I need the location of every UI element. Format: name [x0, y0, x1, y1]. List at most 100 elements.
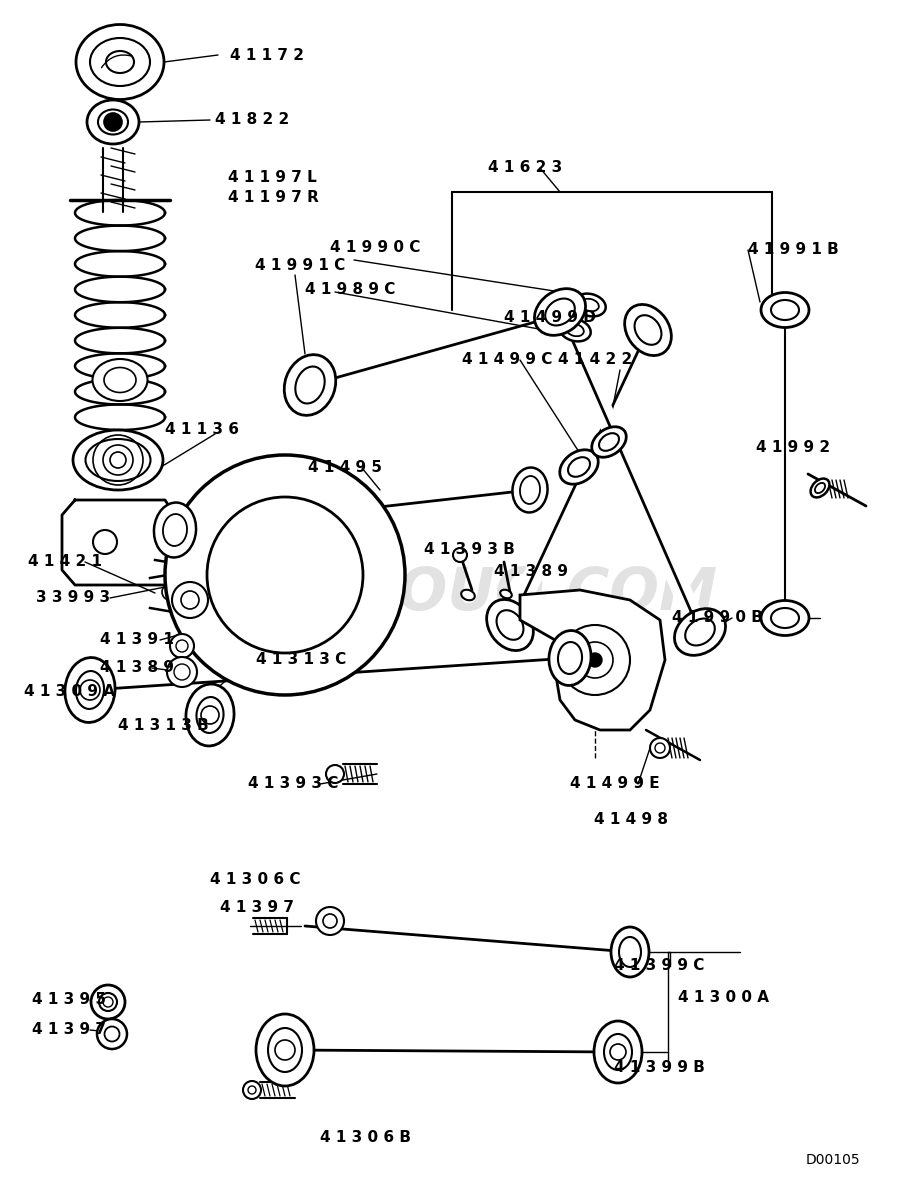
Ellipse shape	[186, 684, 234, 745]
Text: 4 1 3 9 1: 4 1 3 9 1	[100, 633, 174, 647]
Text: 4 1 6 2 3: 4 1 6 2 3	[488, 160, 563, 176]
Ellipse shape	[295, 367, 325, 404]
Ellipse shape	[581, 299, 599, 311]
Ellipse shape	[771, 608, 799, 628]
Ellipse shape	[97, 1018, 127, 1049]
Text: 4 1 9 9 0 B: 4 1 9 9 0 B	[672, 610, 763, 626]
Ellipse shape	[99, 994, 117, 1011]
Ellipse shape	[549, 630, 591, 685]
Ellipse shape	[599, 433, 619, 451]
Text: 4 1 3 9 7: 4 1 3 9 7	[220, 901, 294, 915]
Circle shape	[201, 706, 219, 724]
Circle shape	[610, 1045, 626, 1060]
Text: 4 1 4 9 9 D: 4 1 4 9 9 D	[504, 311, 596, 325]
Text: 4 1 9 9 1 C: 4 1 9 9 1 C	[255, 259, 345, 273]
Text: 4 1 8 2 2: 4 1 8 2 2	[215, 113, 289, 127]
Ellipse shape	[611, 927, 649, 977]
Text: 4 1 3 0 6 C: 4 1 3 0 6 C	[210, 872, 301, 888]
Text: 4 1 3 0 0 A: 4 1 3 0 0 A	[678, 990, 769, 1005]
Ellipse shape	[558, 642, 582, 674]
Ellipse shape	[534, 288, 585, 336]
Text: 4 1 3 0 6 B: 4 1 3 0 6 B	[320, 1130, 411, 1145]
Circle shape	[172, 582, 208, 618]
Text: 4 1 1 3 6: 4 1 1 3 6	[165, 423, 239, 438]
Ellipse shape	[93, 358, 147, 401]
Ellipse shape	[453, 548, 467, 561]
Circle shape	[104, 113, 122, 131]
Text: 4 1 3 9 9 C: 4 1 3 9 9 C	[614, 958, 704, 973]
Text: 4 1 9 9 1 B: 4 1 9 9 1 B	[748, 242, 839, 258]
Ellipse shape	[196, 697, 224, 732]
Text: 4 1 4 9 9 E: 4 1 4 9 9 E	[570, 776, 660, 792]
Ellipse shape	[520, 476, 540, 504]
Text: 4 1 4 2 1: 4 1 4 2 1	[28, 554, 102, 570]
Circle shape	[181, 591, 199, 609]
Ellipse shape	[256, 1014, 314, 1086]
Ellipse shape	[268, 1028, 302, 1072]
Ellipse shape	[91, 985, 125, 1018]
Polygon shape	[520, 590, 665, 730]
Circle shape	[207, 497, 363, 653]
Text: 4 1 3 1 3 B: 4 1 3 1 3 B	[118, 718, 209, 734]
Text: 3 3 9 9 3: 3 3 9 9 3	[36, 590, 110, 605]
Circle shape	[588, 653, 602, 667]
Text: 4 1 1 9 7 L: 4 1 1 9 7 L	[228, 170, 316, 184]
Ellipse shape	[163, 514, 187, 546]
Ellipse shape	[513, 468, 547, 513]
Text: 4 1 9 9 2: 4 1 9 9 2	[756, 440, 830, 456]
Text: 4 1 3 9 7: 4 1 3 9 7	[32, 1022, 106, 1037]
Ellipse shape	[542, 300, 578, 330]
Ellipse shape	[73, 430, 163, 490]
Ellipse shape	[90, 38, 150, 85]
Ellipse shape	[814, 483, 825, 493]
Ellipse shape	[771, 300, 799, 320]
Ellipse shape	[574, 293, 605, 317]
Text: 4 1 3 8 9: 4 1 3 8 9	[494, 565, 568, 579]
Ellipse shape	[486, 599, 534, 650]
Text: 4 1 3 8 9: 4 1 3 8 9	[100, 660, 174, 675]
Circle shape	[167, 656, 197, 687]
Ellipse shape	[549, 306, 571, 323]
Text: 4 1 3 9 3 B: 4 1 3 9 3 B	[424, 542, 514, 558]
Circle shape	[577, 642, 613, 678]
Text: D00105: D00105	[805, 1153, 860, 1167]
Text: 4 1 3 9 9 B: 4 1 3 9 9 B	[614, 1060, 704, 1075]
Circle shape	[275, 1040, 295, 1060]
Text: 4 1 1 9 7 R: 4 1 1 9 7 R	[228, 190, 319, 205]
Ellipse shape	[604, 1034, 632, 1069]
Circle shape	[165, 455, 405, 696]
Ellipse shape	[592, 427, 626, 457]
Ellipse shape	[634, 316, 662, 344]
Ellipse shape	[326, 764, 344, 783]
Ellipse shape	[316, 907, 344, 935]
Ellipse shape	[248, 1086, 256, 1094]
Ellipse shape	[761, 601, 809, 635]
Ellipse shape	[243, 1081, 261, 1099]
Ellipse shape	[559, 318, 591, 342]
Ellipse shape	[500, 590, 512, 598]
Ellipse shape	[545, 299, 574, 325]
Ellipse shape	[496, 610, 524, 640]
Ellipse shape	[461, 590, 474, 601]
Ellipse shape	[106, 51, 134, 72]
Circle shape	[560, 626, 630, 696]
Text: 4 1 9 9 0 C: 4 1 9 9 0 C	[330, 241, 420, 255]
Ellipse shape	[568, 457, 590, 477]
Ellipse shape	[104, 368, 136, 393]
Ellipse shape	[685, 618, 714, 646]
Ellipse shape	[594, 1021, 642, 1083]
Text: 4 1 3 9 5: 4 1 3 9 5	[32, 992, 106, 1008]
Ellipse shape	[650, 738, 670, 758]
Circle shape	[176, 640, 188, 652]
Text: 4 1 4 9 5: 4 1 4 9 5	[308, 461, 382, 476]
Ellipse shape	[761, 292, 809, 328]
Text: 4 1 4 9 9 C: 4 1 4 9 9 C	[462, 353, 553, 368]
Text: 4 1 3 9 3 C: 4 1 3 9 3 C	[248, 776, 338, 792]
Circle shape	[103, 997, 113, 1007]
Ellipse shape	[154, 502, 196, 558]
Text: 4 1 4 2 2: 4 1 4 2 2	[558, 353, 633, 368]
Ellipse shape	[674, 609, 725, 655]
Ellipse shape	[76, 671, 104, 709]
Ellipse shape	[624, 304, 672, 356]
Ellipse shape	[76, 25, 164, 100]
